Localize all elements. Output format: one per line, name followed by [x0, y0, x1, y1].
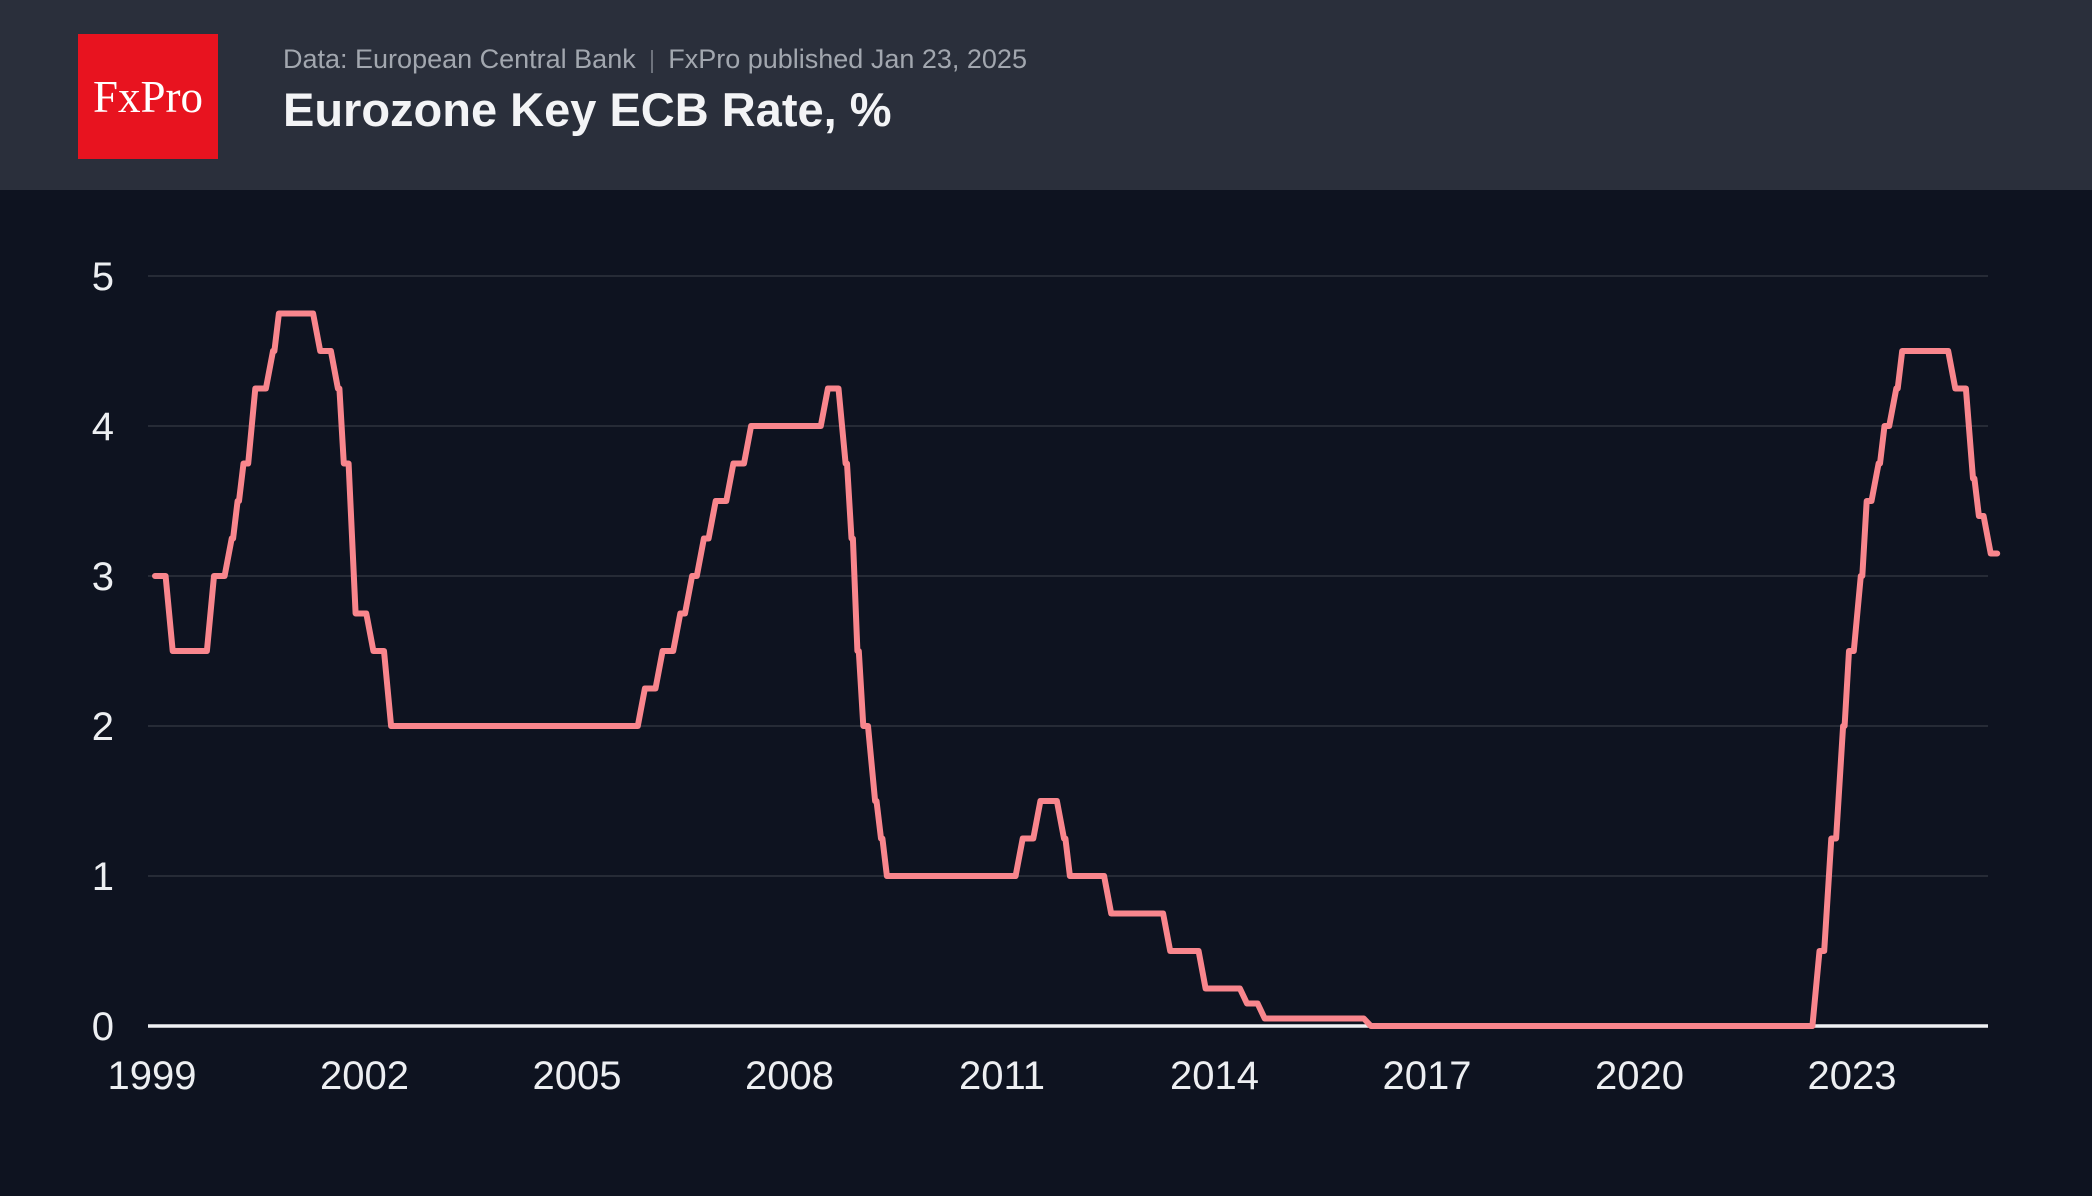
x-tick-label: 2005 — [533, 1054, 622, 1098]
x-tick-label: 2002 — [320, 1054, 409, 1098]
x-tick-label: 2014 — [1170, 1054, 1259, 1098]
y-tick-label: 0 — [92, 1005, 114, 1049]
y-tick-label: 3 — [92, 555, 114, 599]
data-source-label: Data: European Central Bank — [283, 44, 636, 74]
x-tick-label: 2020 — [1595, 1054, 1684, 1098]
page-title: Eurozone Key ECB Rate, % — [283, 83, 892, 136]
y-tick-label: 2 — [92, 705, 114, 749]
separator-glyph: | — [648, 46, 656, 74]
chart-svg: 5 4 3 2 1 0 1999 2002 2005 2008 2011 2014 2017 2020 20… — [92, 255, 2001, 1098]
y-tick-label: 4 — [92, 405, 114, 449]
chart-source-line: Data: European Central Bank | FxPro publis… — [283, 44, 1027, 75]
x-tick-label: 1999 — [108, 1054, 197, 1098]
header-text-block: Data: European Central Bank | FxPro publis… — [283, 44, 1027, 136]
y-tick-label: 1 — [92, 855, 114, 899]
x-tick-label: 2011 — [959, 1054, 1045, 1098]
published-label: FxPro published Jan 23, 2025 — [668, 44, 1027, 74]
rate-line — [152, 310, 2001, 1029]
fxpro-logo: FxPro — [78, 34, 218, 159]
x-tick-label: 2008 — [745, 1054, 834, 1098]
x-tick-label: 2017 — [1383, 1054, 1472, 1098]
header-bar: FxPro Data: European Central Bank | FxPro … — [0, 0, 2092, 190]
fxpro-logo-text: FxPro — [92, 71, 204, 122]
y-tick-label: 5 — [92, 255, 114, 299]
chart-area: 5 4 3 2 1 0 1999 2002 2005 2008 2011 2014 2017 2020 20… — [0, 190, 2092, 1196]
x-tick-label: 2023 — [1807, 1054, 1896, 1098]
